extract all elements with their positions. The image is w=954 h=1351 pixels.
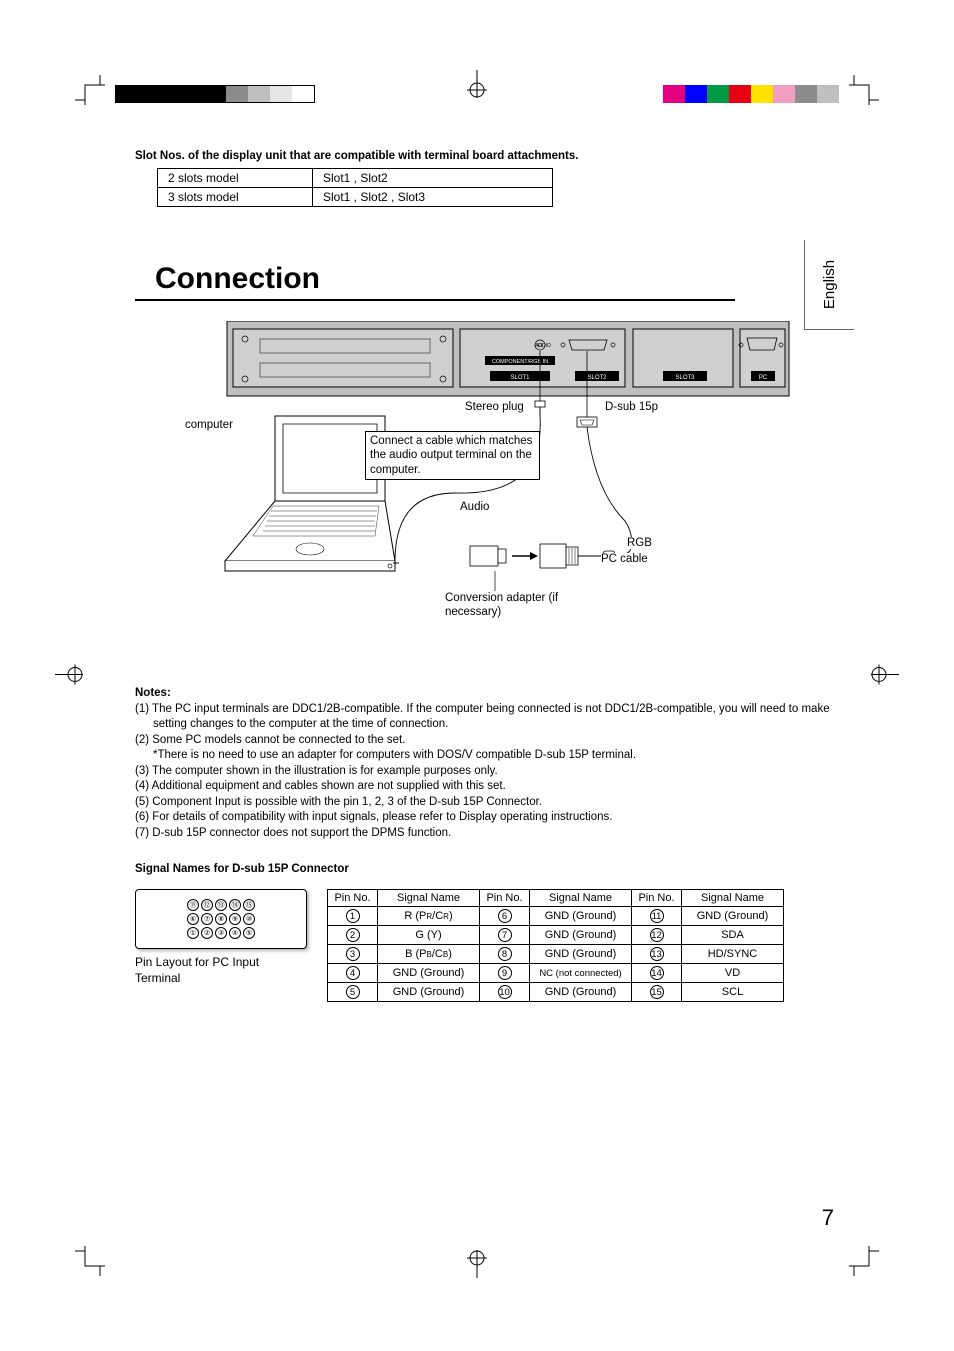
table-row: 3B (PB/CB)8GND (Ground)13HD/SYNC (328, 945, 784, 964)
svg-text:PC: PC (759, 375, 768, 381)
note-item: (5) Component Input is possible with the… (135, 795, 834, 811)
table-row: 4GND (Ground)9NC (not connected)14VD (328, 964, 784, 983)
note-item: (4) Additional equipment and cables show… (135, 779, 834, 795)
label-dsub15p: D-sub 15p (605, 401, 658, 413)
note-item: (7) D-sub 15P connector does not support… (135, 826, 834, 842)
svg-text:SLOT1: SLOT1 (510, 375, 530, 381)
color-bar-left (115, 85, 315, 103)
table-row: 2 slots modelSlot1 , Slot2 (158, 169, 553, 188)
signal-heading: Signal Names for D-sub 15P Connector (135, 863, 834, 875)
svg-text:SLOT3: SLOT3 (675, 375, 695, 381)
note-item: (1) The PC input terminals are DDC1/2B-c… (135, 702, 834, 733)
note-item: *There is no need to use an adapter for … (135, 748, 834, 764)
label-audio: Audio (460, 501, 489, 513)
table-row: 3 slots modelSlot1 , Slot2 , Slot3 (158, 188, 553, 207)
table-row: 5GND (Ground)10GND (Ground)15SCL (328, 983, 784, 1002)
label-stereo-plug: Stereo plug (465, 401, 524, 413)
pin-caption: Pin Layout for PC Input Terminal (135, 955, 307, 986)
slot-table: 2 slots modelSlot1 , Slot2 3 slots model… (157, 168, 553, 207)
table-header-row: Pin No. Signal Name Pin No. Signal Name … (328, 890, 784, 907)
page-number: 7 (822, 1205, 834, 1231)
svg-text:AUDIO: AUDIO (535, 343, 551, 349)
label-connect-text: Connect a cable which matches the audio … (365, 431, 540, 480)
connection-diagram: SLOT1 SLOT2 SLOT3 PC COMPONENT/RGB IN AU… (185, 321, 795, 651)
pin-diagram-wrap: ⑪⑫⑬⑭⑮ ⑥⑦⑧⑨⑩ ①②③④⑤ Pin Layout for PC Inpu… (135, 889, 307, 986)
label-rgb: RGB (627, 537, 652, 549)
color-bar-right (663, 85, 839, 103)
label-computer: computer (185, 419, 233, 431)
table-row: 1R (PR/CR)6GND (Ground)11GND (Ground) (328, 907, 784, 926)
signal-table: Pin No. Signal Name Pin No. Signal Name … (327, 889, 784, 1002)
section-title: Connection (135, 262, 735, 301)
pin-diagram: ⑪⑫⑬⑭⑮ ⑥⑦⑧⑨⑩ ①②③④⑤ (135, 889, 307, 949)
table-row: 2G (Y)7GND (Ground)12SDA (328, 926, 784, 945)
note-item: (6) For details of compatibility with in… (135, 810, 834, 826)
note-item: (3) The computer shown in the illustrati… (135, 764, 834, 780)
svg-text:SLOT2: SLOT2 (587, 375, 607, 381)
slot-heading: Slot Nos. of the display unit that are c… (135, 150, 834, 162)
notes-heading: Notes: (135, 686, 834, 702)
label-pc-cable: PC cable (601, 553, 648, 565)
label-conv-adapter: Conversion adapter (if necessary) (445, 591, 565, 620)
note-item: (2) Some PC models cannot be connected t… (135, 733, 834, 749)
notes-section: Notes: (1) The PC input terminals are DD… (135, 686, 834, 841)
